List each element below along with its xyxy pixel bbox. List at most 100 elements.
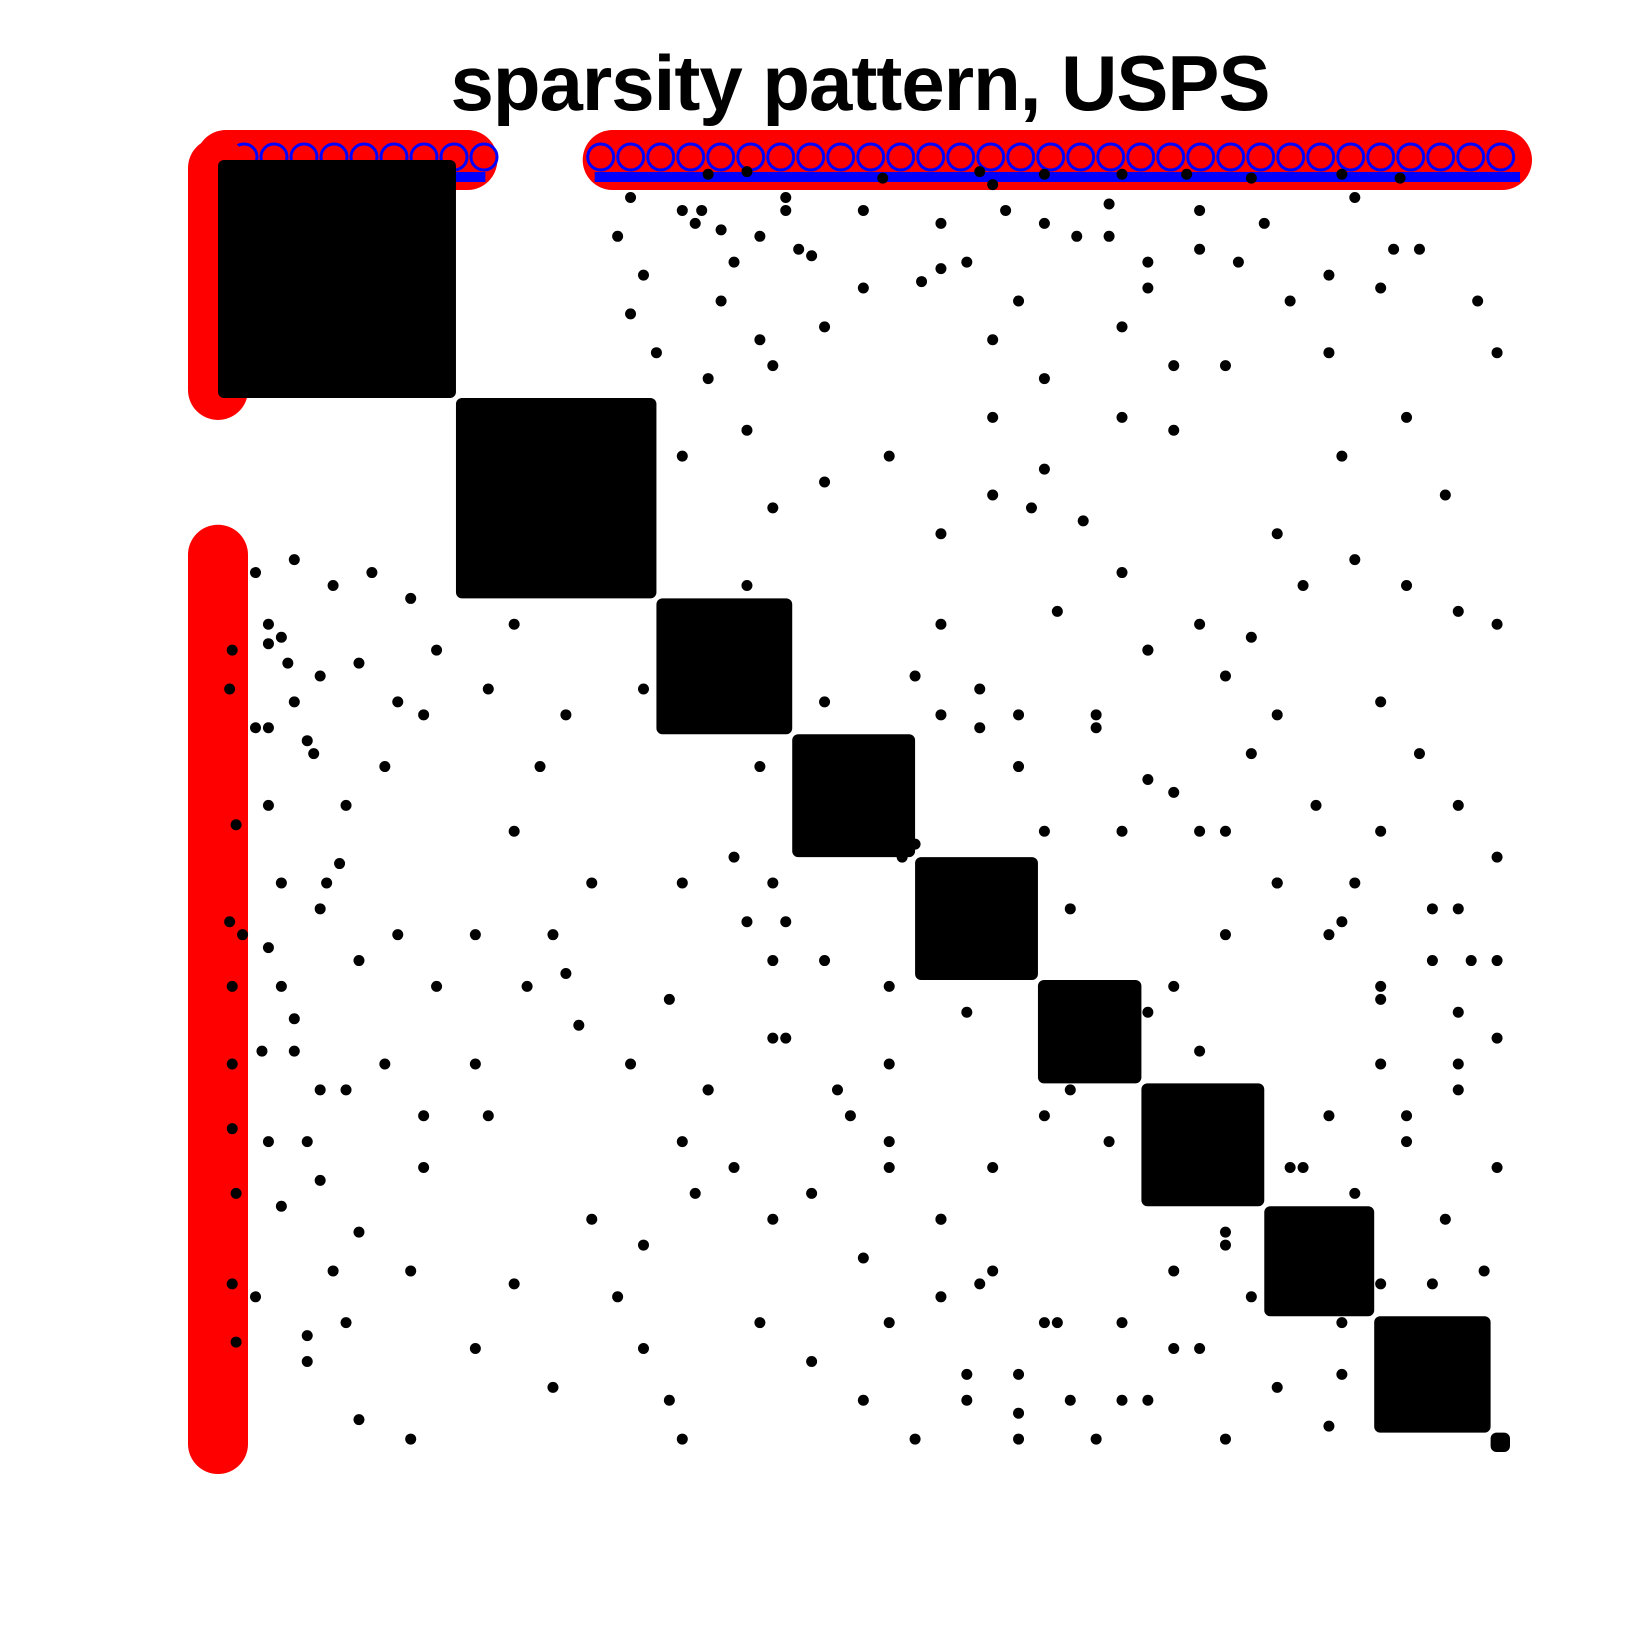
nonzero-point (987, 903, 999, 915)
nonzero-point (521, 980, 533, 992)
nonzero-point (1310, 799, 1322, 811)
nonzero-point (1219, 1226, 1231, 1238)
nonzero-point (1168, 1265, 1180, 1277)
nonzero-point (1142, 1394, 1154, 1406)
nonzero-point (1116, 567, 1128, 579)
nonzero-point (418, 1110, 430, 1122)
highlight-accent-mark (1186, 142, 1216, 172)
nonzero-point (1013, 295, 1025, 307)
nonzero-point (482, 1110, 494, 1122)
nonzero-point (1452, 799, 1464, 811)
nonzero-point (819, 476, 831, 488)
nonzero-point (340, 1317, 352, 1329)
nonzero-point (1038, 217, 1050, 229)
nonzero-point (612, 1291, 624, 1303)
nonzero-point (431, 980, 443, 992)
nonzero-point (883, 1161, 895, 1173)
nonzero-point (896, 851, 908, 863)
nonzero-point (327, 1265, 339, 1277)
nonzero-point (1401, 1136, 1413, 1148)
nonzero-point (1349, 1187, 1361, 1199)
nonzero-point (612, 230, 624, 242)
nonzero-point (560, 709, 572, 721)
nonzero-point (1013, 761, 1025, 773)
nonzero-point (288, 554, 300, 566)
nonzero-point (767, 1032, 779, 1044)
nonzero-point (1336, 168, 1348, 180)
nonzero-point (1271, 877, 1283, 889)
nonzero-point (1142, 256, 1154, 268)
chart-title: sparsity pattern, USPS (450, 39, 1271, 127)
nonzero-point (806, 1187, 818, 1199)
nonzero-point (987, 179, 999, 191)
nonzero-point (883, 450, 895, 462)
nonzero-point (353, 1226, 365, 1238)
nonzero-point (1219, 929, 1231, 941)
nonzero-point (806, 773, 818, 785)
nonzero-point (1168, 360, 1180, 372)
nonzero-point (327, 579, 339, 591)
nonzero-point (1013, 1433, 1025, 1445)
nonzero-point (418, 1161, 430, 1173)
nonzero-point (1090, 722, 1102, 734)
nonzero-point (392, 696, 404, 708)
nonzero-point (1336, 1368, 1348, 1380)
nonzero-point (1297, 579, 1309, 591)
nonzero-point (1245, 172, 1257, 184)
nonzero-point (883, 980, 895, 992)
nonzero-point (637, 541, 649, 553)
nonzero-point (301, 735, 313, 747)
nonzero-point (1375, 1058, 1387, 1070)
highlight-accent-mark (706, 142, 736, 172)
nonzero-point (728, 851, 740, 863)
nonzero-point (1452, 903, 1464, 915)
nonzero-point (819, 696, 831, 708)
nonzero-point (741, 916, 753, 928)
nonzero-point (508, 825, 520, 837)
nonzero-point (1168, 424, 1180, 436)
nonzero-point (1038, 1317, 1050, 1329)
nonzero-point (599, 579, 611, 591)
nonzero-point (262, 799, 274, 811)
nonzero-point (1142, 644, 1154, 656)
diagonal-block (915, 857, 1038, 980)
nonzero-point (715, 224, 727, 236)
nonzero-point (625, 192, 637, 204)
nonzero-point (883, 799, 895, 811)
nonzero-point (1194, 1343, 1206, 1355)
nonzero-point (405, 1265, 417, 1277)
nonzero-point (663, 1394, 675, 1406)
nonzero-point (586, 877, 598, 889)
nonzero-point (1013, 709, 1025, 721)
nonzero-point (1064, 1084, 1076, 1096)
nonzero-point (288, 1045, 300, 1057)
nonzero-point (1271, 528, 1283, 540)
nonzero-point (637, 1343, 649, 1355)
nonzero-point (230, 819, 242, 831)
highlight-accent-mark (766, 142, 796, 172)
nonzero-point (1142, 1006, 1154, 1018)
nonzero-point (1116, 411, 1128, 423)
nonzero-point (1375, 282, 1387, 294)
nonzero-point (250, 567, 262, 579)
nonzero-point (1491, 618, 1503, 630)
nonzero-point (1245, 631, 1257, 643)
nonzero-point (1375, 825, 1387, 837)
nonzero-point (353, 1414, 365, 1426)
highlight-accent-mark (946, 142, 976, 172)
nonzero-point (275, 1200, 287, 1212)
nonzero-point (226, 644, 238, 656)
diagonal-block (792, 734, 916, 858)
nonzero-point (1194, 825, 1206, 837)
nonzero-point (806, 1355, 818, 1367)
highlight-accent-mark (586, 142, 616, 172)
nonzero-point (226, 1058, 238, 1070)
highlight-accent-mark (469, 142, 499, 172)
nonzero-point (1478, 1265, 1490, 1277)
diagonal-block (1141, 1083, 1265, 1207)
highlight-accent-mark (1096, 142, 1126, 172)
nonzero-point (819, 955, 831, 967)
highlight-accent-mark (1156, 142, 1186, 172)
nonzero-point (1426, 903, 1438, 915)
